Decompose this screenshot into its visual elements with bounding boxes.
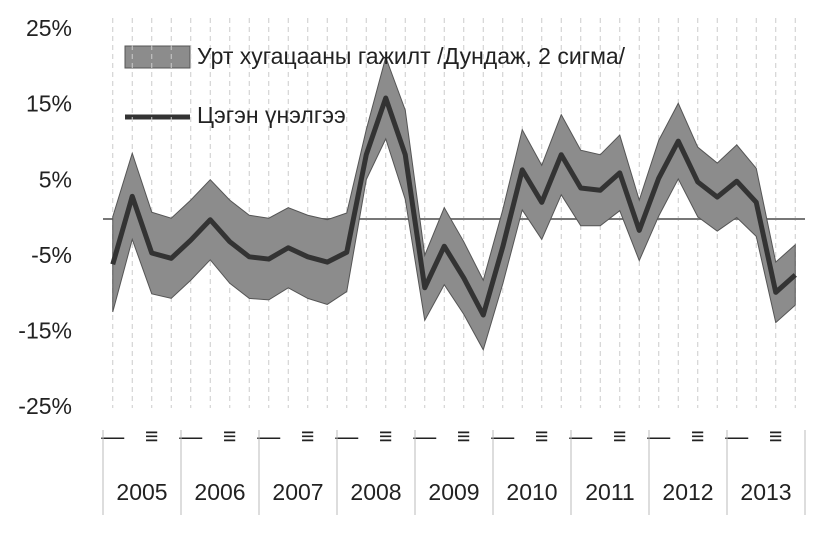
year-label: 2013 <box>740 479 791 505</box>
year-label: 2006 <box>194 479 245 505</box>
year-label: 2007 <box>272 479 323 505</box>
legend-label: Цэгэн үнэлгээ <box>197 102 346 128</box>
x-tick-label: — <box>725 423 748 449</box>
legend-swatch-band <box>124 45 191 69</box>
x-tick-label: ≡ <box>301 423 314 449</box>
year-label: 2008 <box>350 479 401 505</box>
x-tick-label: — <box>179 423 202 449</box>
x-tick-label: — <box>569 423 592 449</box>
x-tick-label: ≡ <box>535 423 548 449</box>
year-label: 2005 <box>116 479 167 505</box>
y-tick-label: -25% <box>18 393 72 419</box>
y-tick-label: 25% <box>26 15 72 41</box>
legend-label: Урт хугацааны гажилт /Дундаж, 2 сигма/ <box>197 43 626 69</box>
x-tick-label: — <box>101 423 124 449</box>
x-tick-label: ≡ <box>145 423 158 449</box>
x-tick-label: — <box>647 423 670 449</box>
year-label: 2009 <box>428 479 479 505</box>
x-tick-label: ≡ <box>691 423 704 449</box>
x-tick-label: ≡ <box>457 423 470 449</box>
y-tick-label: 5% <box>39 166 72 192</box>
line <box>110 95 797 318</box>
y-tick-label: -15% <box>18 317 72 343</box>
x-tick-label: — <box>413 423 436 449</box>
x-tick-label: — <box>257 423 280 449</box>
x-tick-label: ≡ <box>769 423 782 449</box>
x-tick-label: ≡ <box>379 423 392 449</box>
year-label: 2012 <box>662 479 713 505</box>
y-tick-label: 15% <box>26 91 72 117</box>
band-area <box>112 55 796 352</box>
year-label: 2010 <box>506 479 557 505</box>
year-label: 2011 <box>585 479 634 505</box>
y-tick-label: -5% <box>31 242 72 268</box>
x-tick-label: ≡ <box>613 423 626 449</box>
x-tick-label: — <box>491 423 514 449</box>
x-tick-label: — <box>335 423 358 449</box>
x-tick-label: ≡ <box>223 423 236 449</box>
